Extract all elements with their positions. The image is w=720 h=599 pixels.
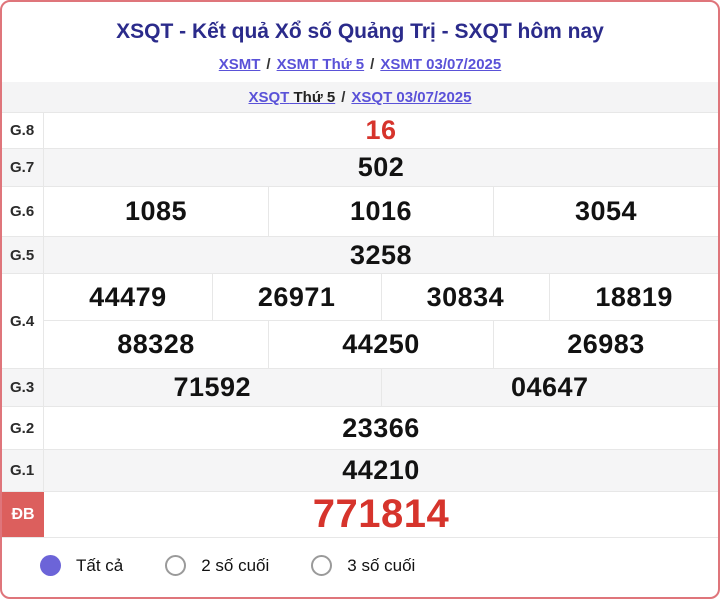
prize-value: 3054 [493, 187, 718, 236]
prize-value: 16 [365, 115, 397, 145]
special-prize-label: ĐB [2, 492, 44, 537]
filter-option-all[interactable]: Tất cả [40, 555, 123, 576]
filter-option-last3[interactable]: 3 số cuối [311, 555, 415, 576]
radio-unselected-icon [165, 555, 187, 576]
prize-value: 71592 [173, 372, 252, 402]
radio-selected-icon [40, 555, 61, 576]
prize-row-g8: G.8 16 [2, 113, 718, 149]
prize-label: G.3 [2, 369, 44, 406]
prize-value: 44210 [342, 455, 420, 485]
prize-label: G.6 [2, 187, 44, 236]
prize-value: 44479 [89, 281, 167, 312]
prize-value: 30834 [380, 274, 550, 320]
prize-label: G.1 [2, 450, 44, 491]
prize-value: 3258 [349, 239, 413, 270]
page-title: XSQT - Kết quả Xổ số Quảng Trị - SXQT hô… [116, 20, 604, 43]
breadcrumb-separator: / [370, 56, 375, 73]
prize-value: 502 [357, 152, 405, 182]
breadcrumb-separator: / [266, 56, 271, 73]
link-xsmt-date[interactable]: XSMT 03/07/2025 [380, 56, 502, 73]
filter-label: 3 số cuối [347, 555, 416, 575]
display-filters: Tất cả 2 số cuối 3 số cuối [2, 538, 718, 576]
link-xsmt-thu5[interactable]: XSMT Thứ 5 [276, 56, 365, 73]
link-xsqt-home-part: XSQT [248, 88, 290, 106]
link-xsqt-date[interactable]: XSQT 03/07/2025 [351, 88, 472, 106]
special-prize-value: 771814 [312, 492, 450, 536]
prize-value: 26971 [211, 274, 381, 320]
breadcrumb-separator: / [341, 88, 346, 106]
prize-row-special: ĐB 771814 [2, 492, 718, 538]
radio-unselected-icon [311, 555, 333, 576]
prize-value: 1085 [124, 196, 188, 226]
results-table: G.8 16 G.7 502 G.6 1085 1016 3054 G.5 32… [2, 112, 718, 538]
prize-label: G.8 [2, 113, 44, 148]
filter-label: Tất cả [76, 555, 124, 575]
prize-value: 26983 [493, 321, 718, 368]
prize-value: 23366 [342, 412, 420, 443]
prize-label: G.2 [2, 407, 44, 449]
prize-value: 88328 [117, 329, 195, 359]
link-xsqt-day-part: Thứ 5 [293, 88, 336, 106]
link-xsmt[interactable]: XSMT [218, 56, 261, 73]
filter-option-last2[interactable]: 2 số cuối [165, 555, 269, 576]
prize-row-g7: G.7 502 [2, 149, 718, 187]
prize-row-g3: G.3 71592 04647 [2, 369, 718, 407]
prize-value: 1016 [268, 187, 493, 236]
prize-label: G.4 [2, 274, 44, 368]
prize-row-g1: G.1 44210 [2, 450, 718, 492]
breadcrumb-xsmt: XSMT / XSMT Thứ 5 / XSMT 03/07/2025 [2, 53, 718, 76]
link-xsqt-thu5[interactable]: XSQT Thứ 5 [249, 89, 336, 106]
prize-label: G.7 [2, 149, 44, 186]
prize-value: 18819 [549, 274, 718, 320]
prize-row-g6: G.6 1085 1016 3054 [2, 187, 718, 237]
prize-row-g2: G.2 23366 [2, 407, 718, 450]
prize-row-g5: G.5 3258 [2, 237, 718, 274]
prize-row-g4: G.4 44479 26971 30834 18819 88328 44250 … [2, 274, 718, 369]
prize-value: 04647 [380, 369, 719, 406]
header: XSQT - Kết quả Xổ số Quảng Trị - SXQT hô… [2, 2, 718, 112]
filter-label: 2 số cuối [201, 555, 270, 575]
prize-label: G.5 [2, 237, 44, 273]
prize-value: 44250 [268, 321, 493, 368]
breadcrumb-xsqt: XSQT Thứ 5 / XSQT 03/07/2025 [2, 82, 718, 112]
